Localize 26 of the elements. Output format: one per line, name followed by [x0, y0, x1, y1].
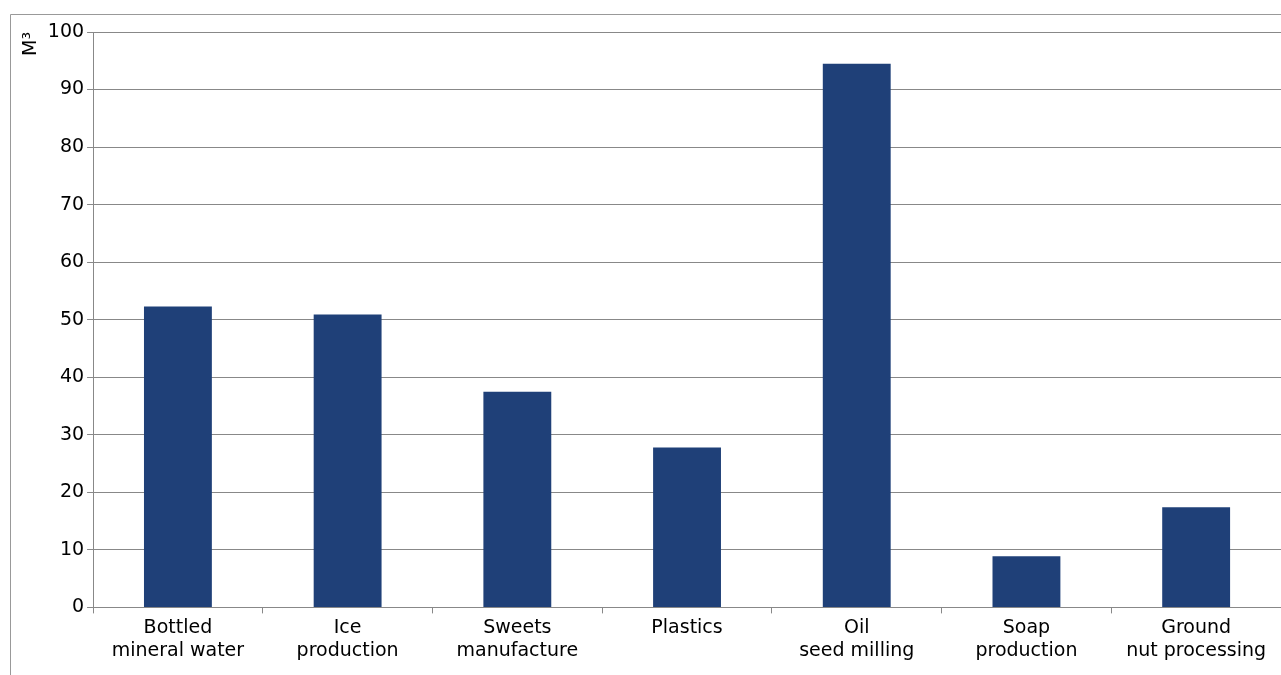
bar	[653, 447, 721, 607]
y-tick-label: 40	[59, 364, 85, 387]
x-tick-label: Bottled mineral water	[111, 614, 245, 660]
y-tick-label: 20	[59, 479, 85, 502]
y-tick-label: 0	[71, 594, 85, 617]
x-tick-label: Ground nut processing	[1126, 614, 1267, 660]
y-tick-label: 80	[59, 134, 85, 157]
y-tick-label: 10	[59, 536, 85, 559]
x-tick-label: Oil seed milling	[799, 614, 915, 660]
y-tick-label: 60	[59, 249, 85, 272]
bar	[1162, 507, 1231, 607]
y-tick-label: 50	[59, 306, 85, 329]
y-tick-label: 90	[59, 76, 85, 99]
x-tick-label: Sweets manufacture	[456, 614, 579, 660]
y-tick-label: 70	[59, 191, 85, 214]
x-tick-label: Soap production	[975, 614, 1078, 660]
y-tick-label: 30	[59, 421, 85, 444]
bar	[822, 63, 891, 607]
bar	[992, 556, 1061, 607]
y-axis-title: M³	[18, 32, 41, 57]
y-tick-label: 100	[47, 18, 85, 41]
bar	[483, 391, 552, 607]
x-tick-label: Plastics	[651, 614, 723, 637]
bar	[143, 306, 212, 607]
bar	[313, 314, 382, 607]
x-tick-label: Ice production	[296, 614, 399, 660]
